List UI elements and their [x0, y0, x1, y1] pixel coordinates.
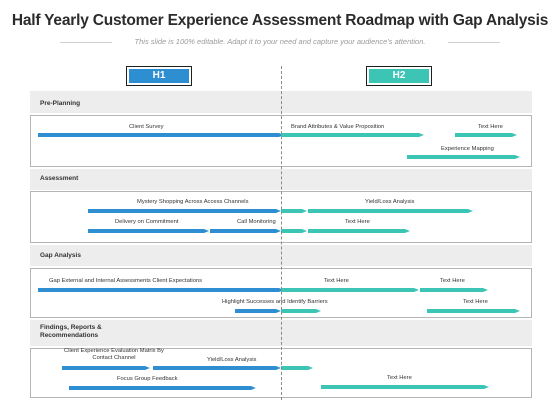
slide-title: Half Yearly Customer Experience Assessme…: [11, 12, 549, 29]
task-label: Client Experience Evaluation Matrix By C…: [64, 348, 164, 361]
task-bar: [38, 288, 281, 292]
task-label: Focus Group Feedback: [117, 376, 178, 382]
task-label: Text Here: [345, 219, 370, 225]
task-bar: [258, 133, 284, 137]
task-bar: [407, 155, 520, 159]
task-label: Text Here: [324, 278, 349, 284]
task-bar: [281, 229, 307, 233]
task-label: Text Here: [440, 278, 465, 284]
task-bar: [210, 229, 281, 233]
section-label-findings: Findings, Reports & Recommendations: [40, 324, 102, 339]
task-bar: [258, 288, 284, 292]
task-bar: [455, 133, 517, 137]
task-bar: [235, 309, 281, 313]
task-bar: [427, 309, 520, 313]
task-bar: [281, 133, 424, 137]
period-h2-box: H2: [366, 66, 432, 86]
period-h2-label: H2: [369, 69, 429, 83]
task-bar: [38, 133, 281, 137]
task-label: Brand Attributes & Value Proposition: [291, 124, 385, 130]
task-bar: [321, 385, 489, 389]
task-label: Client Survey: [129, 124, 164, 130]
slide-subtitle: This slide is 100% editable. Adapt it to…: [112, 37, 448, 46]
section-label-gap-analysis: Gap Analysis: [40, 252, 81, 259]
task-label: Text Here: [387, 375, 412, 381]
period-h1-box: H1: [126, 66, 192, 86]
task-label: Text Here: [463, 299, 488, 305]
task-label: Text Here: [478, 124, 503, 130]
section-label-assessment: Assessment: [40, 175, 79, 182]
section-label-pre-planning: Pre-Planning: [40, 100, 81, 107]
task-bar: [88, 229, 209, 233]
task-bar: [281, 309, 321, 313]
task-label: Yield/Loss Analysis: [365, 199, 415, 205]
task-bar: [420, 288, 488, 292]
task-bar: [281, 366, 313, 370]
task-bar: [69, 386, 256, 390]
task-label: Call Monitoring: [237, 219, 276, 225]
period-h1-label: H1: [129, 69, 189, 83]
task-label: Delivery on Commitment: [115, 219, 179, 225]
task-label: Experience Mapping: [441, 146, 494, 152]
task-bar: [153, 366, 281, 370]
task-bar: [62, 366, 150, 370]
task-bar: [281, 288, 419, 292]
task-label: Highlight Successes and Identify Barrier…: [222, 299, 328, 305]
task-bar: [308, 209, 473, 213]
task-bar: [281, 209, 307, 213]
task-bar: [88, 209, 281, 213]
task-label: Yield/Loss Analysis: [207, 357, 257, 363]
task-label: Gap External and Internal Assessments Cl…: [49, 278, 203, 284]
period-divider: [281, 66, 282, 400]
task-label: Mystery Shopping Across Access Channels: [137, 199, 249, 205]
task-bar: [308, 229, 410, 233]
